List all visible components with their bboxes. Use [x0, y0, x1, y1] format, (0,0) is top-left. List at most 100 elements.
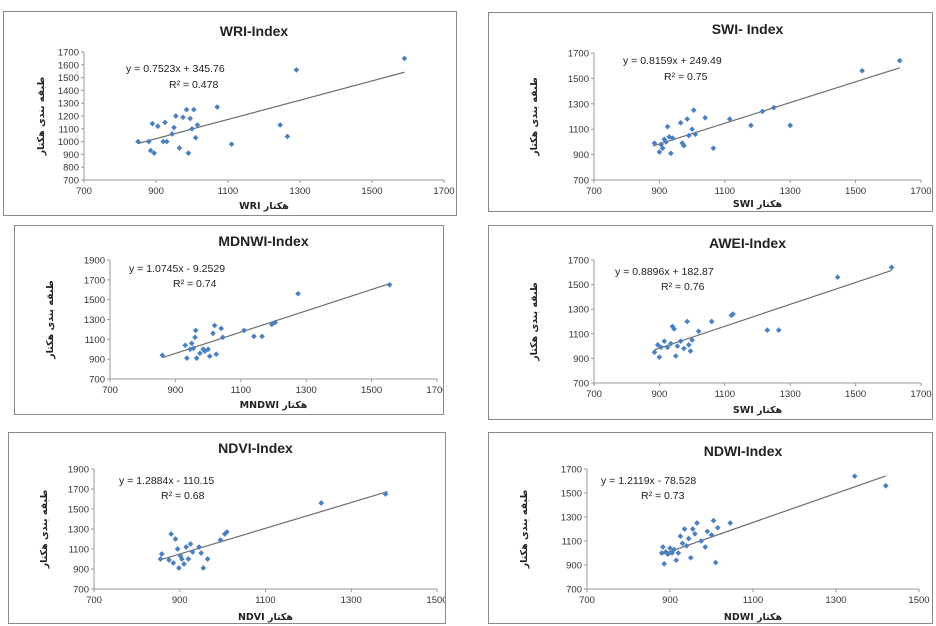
x-tick-label: 1500 — [845, 389, 866, 400]
trendline — [137, 71, 405, 145]
scatter-point — [748, 122, 754, 129]
regression-equation: y = 1.0745x - 9.2529 — [129, 263, 225, 275]
scatter-point — [708, 532, 715, 538]
y-tick-label: 700 — [566, 585, 582, 596]
scatter-point — [192, 327, 199, 334]
regression-equation: y = 0.8159x + 249.49 — [623, 55, 722, 67]
scatter-point — [135, 138, 141, 145]
y-tick-label: 1600 — [58, 60, 79, 71]
chart-svg-ndvi: NDVI-Index 700 900 1100 1300 1500 1700 1900 700 9… — [39, 440, 446, 623]
scatter-point — [694, 520, 700, 526]
x-axis-label: هکتار SWI — [733, 199, 783, 210]
regression-equation: y = 1.2119x - 78.528 — [601, 475, 696, 487]
chart-svg-mdnwi: MDNWI-Index 700 900 1100 1300 1500 1700 1900 700… — [45, 233, 444, 411]
chart-panel-swi: SWI- Index 700 900 1100 1300 1500 1700 700 900 11… — [488, 12, 933, 212]
scatter-point — [667, 545, 673, 552]
y-tick-label: 1900 — [68, 465, 89, 476]
y-tick-label: 1100 — [562, 537, 582, 548]
y-tick-label: 1300 — [568, 305, 589, 316]
y-tick-label: 1500 — [84, 295, 105, 306]
x-tick-label: 1500 — [426, 595, 446, 606]
y-tick-label: 900 — [573, 354, 589, 365]
scatter-point — [166, 557, 172, 563]
y-tick-label: 900 — [73, 565, 89, 576]
scatter-point — [174, 546, 181, 552]
x-tick-label: 900 — [148, 186, 164, 197]
scatter-point — [172, 113, 179, 119]
trendline — [661, 475, 886, 556]
scatter-point — [677, 338, 684, 345]
y-tick-label: 700 — [73, 585, 89, 596]
scatter-point — [179, 556, 185, 562]
scatter-point — [295, 290, 301, 297]
scatter-point — [673, 557, 680, 564]
x-tick-label: 700 — [586, 389, 602, 400]
scatter-point — [228, 141, 235, 147]
y-tick-label: 1100 — [569, 125, 589, 136]
x-tick-label: 700 — [102, 385, 118, 396]
x-tick-label: 1100 — [715, 186, 735, 197]
scatter-point — [192, 134, 199, 141]
y-tick-label: 1700 — [58, 48, 79, 59]
x-tick-label: 1100 — [255, 595, 275, 606]
y-tick-label: 1900 — [84, 256, 105, 267]
scatter-point — [675, 550, 682, 556]
x-tick-label: 1500 — [845, 186, 866, 197]
chart-panel-ndvi: NDVI-Index 700 900 1100 1300 1500 1700 1900 700 9… — [8, 432, 446, 624]
scatter-point — [284, 133, 291, 140]
x-axis-label: هکتار NDWI — [724, 612, 783, 623]
scatter-point — [169, 131, 176, 137]
x-tick-label: 900 — [651, 389, 667, 400]
scatter-point — [787, 122, 794, 129]
scatter-point — [185, 556, 192, 562]
scatter-point — [180, 114, 186, 121]
x-tick-label: 1300 — [780, 186, 801, 197]
scatter-point — [664, 123, 671, 130]
y-tick-label: 700 — [573, 176, 589, 187]
scatter-point — [764, 327, 771, 333]
y-tick-label: 900 — [566, 561, 582, 572]
scatter-point — [702, 544, 709, 550]
x-tick-label: 1100 — [231, 385, 251, 396]
scatter-point — [149, 120, 156, 127]
regression-equation: y = 1.2884x - 110.15 — [119, 475, 214, 487]
scatter-point — [896, 57, 903, 64]
scatter-point — [401, 55, 408, 62]
scatter-point — [859, 67, 865, 74]
x-tick-label: 1700 — [426, 385, 444, 396]
y-tick-label: 1500 — [568, 280, 589, 291]
scatter-point — [189, 125, 195, 132]
scatter-point — [154, 123, 161, 130]
scatter-point — [196, 544, 202, 550]
y-tick-label: 1000 — [58, 137, 79, 148]
scatter-point — [251, 333, 257, 340]
scatter-point — [259, 333, 265, 340]
chart-title: NDWI-Index — [704, 443, 783, 459]
scatter-point — [172, 536, 179, 542]
y-tick-label: 700 — [573, 379, 589, 390]
scatter-point — [664, 344, 671, 351]
x-tick-label: 1300 — [289, 186, 310, 197]
scatter-point — [277, 122, 284, 128]
x-tick-label: 900 — [651, 186, 667, 197]
chart-svg-swi: SWI- Index 700 900 1100 1300 1500 1700 700 900 11… — [529, 21, 932, 210]
y-tick-label: 1500 — [561, 489, 582, 500]
y-tick-label: 1500 — [58, 73, 79, 84]
scatter-point — [189, 549, 196, 555]
scatter-point — [708, 318, 715, 325]
chart-panel-wri: WRI-Index 700 800 900 1000 1100 1200 1300 1400 15… — [3, 11, 457, 216]
y-tick-label: 1100 — [69, 545, 89, 556]
scatter-point — [660, 544, 666, 550]
scatter-point — [183, 106, 190, 113]
x-tick-label: 1700 — [910, 389, 931, 400]
chart-panel-ndwi: NDWI-Index 700 900 1100 1300 1500 1700 700 900 11… — [488, 432, 933, 624]
r-squared-label: R² = 0.68 — [161, 490, 205, 502]
scatter-point — [147, 147, 154, 154]
regression-equation: y = 0.8896x + 182.87 — [615, 266, 714, 278]
x-tick-label: 1500 — [908, 595, 929, 606]
y-tick-label: 1300 — [58, 99, 79, 110]
scatter-point — [651, 140, 658, 146]
scatter-point — [687, 348, 694, 354]
r-squared-label: R² = 0.478 — [169, 79, 218, 91]
y-tick-label: 1100 — [569, 329, 589, 340]
